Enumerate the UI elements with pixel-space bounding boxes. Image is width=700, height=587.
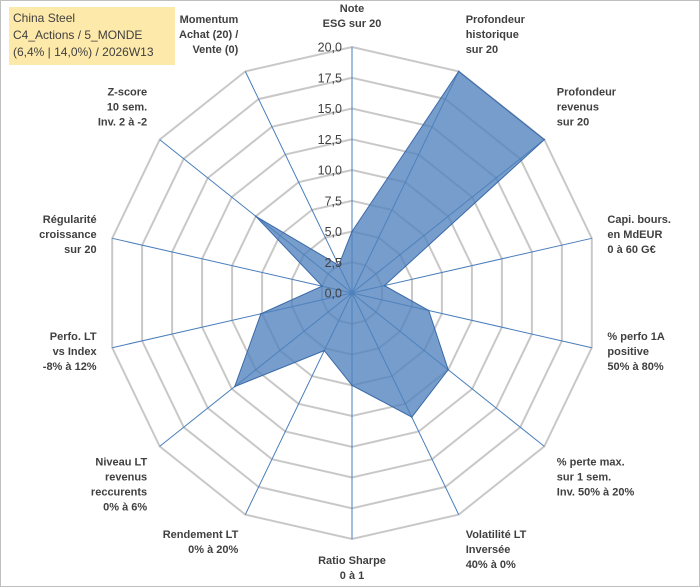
axis-label: Z-score 10 sem. Inv. 2 à -2 [98,87,147,129]
axis-label: Note ESG sur 20 [323,3,382,30]
data-series-area [233,70,546,418]
tick-label: 12,5 [318,133,342,147]
axis-label: % perte max. sur 1 sem. Inv. 50% à 20% [557,456,635,498]
tick-label: 7,5 [325,194,342,208]
axis-label: Capi. bours. en MdEUR 0 à 60 G€ [607,214,671,256]
data-point [457,70,460,73]
title-line-2: C4_Actions / 5_MONDE [13,28,143,42]
tick-label: 17,5 [318,71,342,85]
tick-label: 15,0 [318,102,342,116]
axis-label: Momentum Achat (20) / Vente (0) [179,14,239,56]
axis-label: Volatilité LT Inversée 40% à 0% [466,529,527,571]
data-point [351,230,353,233]
title-line-1: China Steel [13,11,76,25]
data-point [337,264,340,267]
tick-label: 10,0 [318,164,342,178]
axis-spoke [244,71,353,294]
axis-label: Profondeur revenus sur 20 [557,87,617,129]
axis-spoke [351,237,592,294]
data-point [255,215,257,218]
axis-label: Ratio Sharpe 0 à 1 [318,555,386,582]
tick-label: 0,0 [325,287,342,301]
data-point [321,285,323,288]
tick-label: 20,0 [318,41,342,55]
axis-label: % perfo 1A positive 50% à 80% [607,331,665,373]
data-point [323,349,326,352]
axis-label: Régularité croissance sur 20 [39,214,96,256]
axis-label: Perfo. LT vs Index -8% à 12% [43,331,98,373]
axis-label: Profondeur historique sur 20 [466,14,526,56]
data-point [427,309,430,312]
title-line-3: (6,4% | 14,0%) / 2026W13 [13,45,154,59]
tick-label: 5,0 [325,225,342,239]
data-point [260,313,262,315]
axis-label: Rendement LT 0% à 20% [163,529,239,556]
data-point [447,368,450,371]
data-point [543,138,546,141]
data-point [351,384,353,387]
chart-title-box: China Steel C4_Actions / 5_MONDE (6,4% |… [9,7,175,65]
data-point [233,385,236,388]
axis-spoke [112,237,353,294]
data-point [383,284,386,287]
tick-label: 2,5 [325,256,342,270]
data-point [411,416,413,418]
axis-label: Niveau LT revenus reccurents 0% à 6% [91,456,148,513]
